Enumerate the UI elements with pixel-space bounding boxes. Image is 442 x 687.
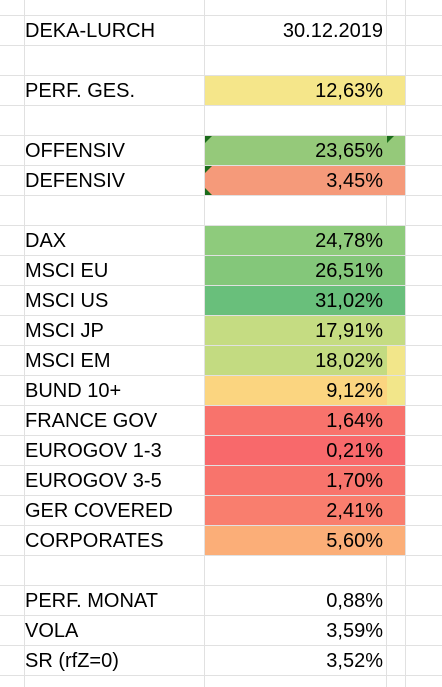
row-value-overflow (387, 466, 405, 495)
row-label[interactable]: EUROGOV 3-5 (25, 470, 162, 492)
row-label[interactable]: PERF. MONAT (25, 590, 158, 612)
row-label[interactable]: DAX (25, 230, 67, 252)
cell-note-marker-icon (205, 136, 212, 143)
row-value[interactable]: 18,02% (205, 346, 387, 375)
row-label[interactable]: SR (rfZ=0) (25, 650, 119, 672)
row-value-overflow (387, 316, 405, 345)
row-gridline (0, 615, 442, 616)
row-value[interactable]: 26,51% (205, 256, 387, 285)
row-gridline (0, 555, 442, 556)
row-value[interactable]: 12,63% (205, 76, 387, 105)
row-gridline (0, 675, 442, 676)
row-gridline (0, 375, 442, 376)
row-value-overflow (387, 496, 405, 525)
row-value[interactable]: 9,12% (205, 376, 387, 405)
row-gridline (0, 525, 442, 526)
cell-note-marker-icon (205, 188, 212, 195)
row-value[interactable]: 0,88% (326, 590, 383, 612)
row-gridline (0, 315, 442, 316)
date-cell[interactable]: 30.12.2019 (282, 20, 383, 42)
row-label[interactable]: FRANCE GOV (25, 410, 158, 432)
row-value-overflow (387, 436, 405, 465)
row-value[interactable]: 3,52% (326, 650, 383, 672)
row-label[interactable]: MSCI US (25, 290, 109, 312)
row-gridline (0, 15, 442, 16)
row-value-overflow (387, 406, 405, 435)
row-value[interactable]: 1,64% (205, 406, 387, 435)
row-value[interactable]: 24,78% (205, 226, 387, 255)
row-label[interactable]: GER COVERED (25, 500, 173, 522)
row-gridline (0, 645, 442, 646)
column-gridline (405, 0, 406, 687)
row-label[interactable]: VOLA (25, 620, 79, 642)
row-gridline (0, 75, 442, 76)
row-value-overflow (387, 286, 405, 315)
row-value-overflow (387, 376, 405, 405)
fund-name-cell[interactable]: DEKA-LURCH (25, 20, 156, 42)
row-label[interactable]: MSCI EM (25, 350, 111, 372)
row-value-overflow (387, 526, 405, 555)
row-value[interactable]: 31,02% (205, 286, 387, 315)
row-gridline (0, 45, 442, 46)
row-value-overflow (387, 226, 405, 255)
row-value[interactable]: 5,60% (205, 526, 387, 555)
row-gridline (0, 585, 442, 586)
column-gridline (204, 0, 205, 687)
row-value[interactable]: 3,45% (205, 166, 387, 195)
row-label[interactable]: BUND 10+ (25, 380, 122, 402)
row-label[interactable]: DEFENSIV (25, 170, 126, 192)
row-value[interactable]: 0,21% (205, 436, 387, 465)
row-value[interactable]: 23,65% (205, 136, 387, 165)
row-gridline (0, 345, 442, 346)
row-gridline (0, 105, 442, 106)
column-gridline (24, 0, 25, 687)
row-label[interactable]: CORPORATES (25, 530, 164, 552)
row-gridline (0, 435, 442, 436)
row-gridline (0, 405, 442, 406)
row-label[interactable]: EUROGOV 1-3 (25, 440, 162, 462)
row-gridline (0, 135, 442, 136)
row-label[interactable]: PERF. GES. (25, 80, 136, 102)
row-label[interactable]: MSCI EU (25, 260, 109, 282)
row-label[interactable]: MSCI JP (25, 320, 104, 342)
row-value[interactable]: 3,59% (326, 620, 383, 642)
cell-note-marker-icon (387, 136, 394, 143)
row-gridline (0, 495, 442, 496)
row-label[interactable]: OFFENSIV (25, 140, 126, 162)
row-value-overflow (387, 256, 405, 285)
row-value[interactable]: 17,91% (205, 316, 387, 345)
row-gridline (0, 255, 442, 256)
row-value-overflow (387, 166, 405, 195)
row-value[interactable]: 1,70% (205, 466, 387, 495)
row-value-overflow (387, 346, 405, 375)
row-value-overflow (387, 136, 405, 165)
row-gridline (0, 285, 442, 286)
row-gridline (0, 465, 442, 466)
row-gridline (0, 225, 442, 226)
row-value-overflow (387, 76, 405, 105)
row-gridline (0, 195, 442, 196)
row-value[interactable]: 2,41% (205, 496, 387, 525)
row-gridline (0, 165, 442, 166)
cell-note-marker-icon (205, 166, 212, 173)
